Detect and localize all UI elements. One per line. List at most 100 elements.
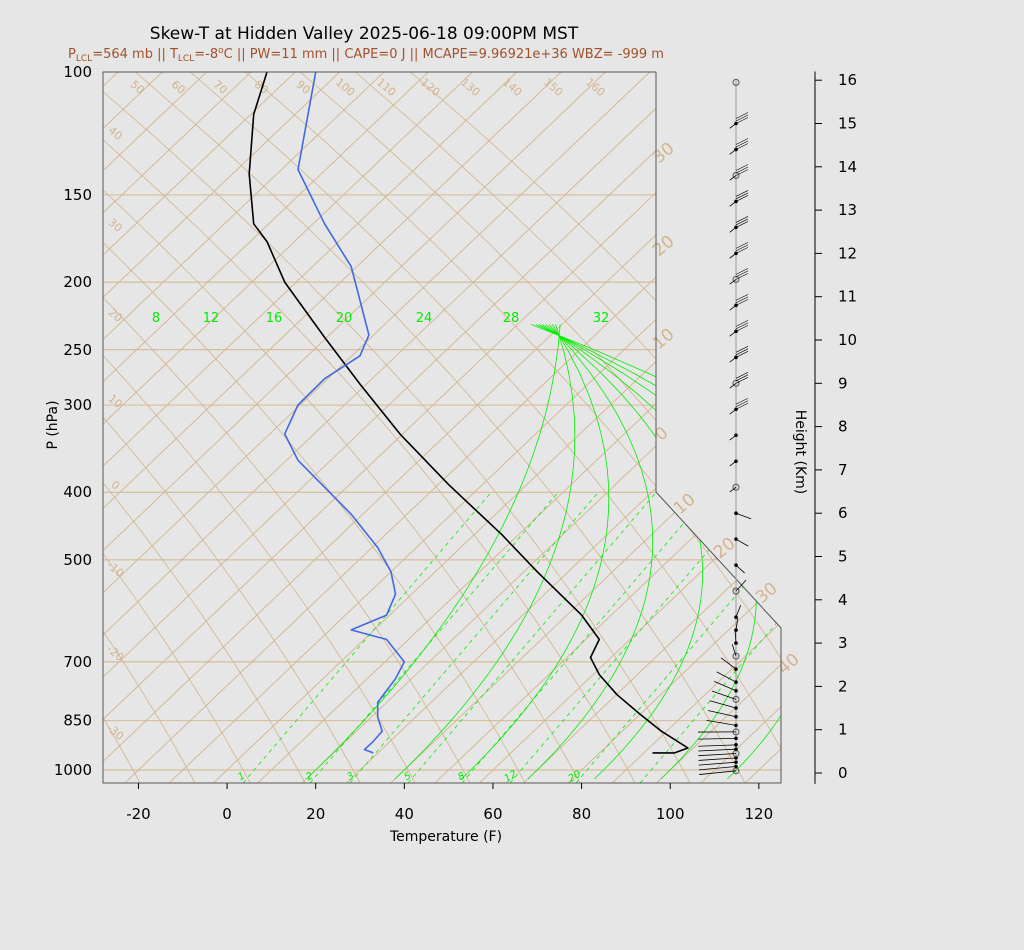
wind-barbs	[698, 78, 752, 775]
wind-barb	[729, 460, 737, 467]
isotherm-line	[103, 72, 418, 783]
wind-barb-flag	[735, 164, 749, 171]
mixing-ratio-label: 12	[203, 311, 220, 326]
barb-level-circle	[732, 171, 740, 179]
chart-title: Skew-T at Hidden Valley 2025-06-18 09:00…	[150, 24, 579, 44]
height-tick-label: 9	[838, 374, 848, 392]
isotherm-line	[103, 72, 507, 783]
height-tick-label: 7	[838, 461, 848, 479]
height-tick-label: 14	[838, 158, 857, 176]
isotherm-line	[477, 72, 781, 783]
wind-barb	[706, 719, 737, 726]
moist-adiabat-line	[527, 324, 654, 780]
moist-adiabat-line	[394, 324, 576, 780]
wind-barb	[698, 737, 737, 740]
mixing-ratio-label: 1	[236, 770, 247, 783]
barb-level-circle	[732, 483, 740, 491]
wind-barb-flag	[735, 294, 749, 301]
wind-barb	[729, 434, 737, 441]
wind-barb-flag	[735, 270, 749, 278]
barb-level-circle	[732, 78, 740, 86]
wind-barb	[716, 671, 737, 683]
wind-barb	[709, 700, 737, 709]
isotherm-line	[965, 40, 1024, 785]
wind-barb	[729, 123, 737, 129]
wind-barb-flag	[735, 192, 749, 200]
dry-adiabat-line	[103, 72, 472, 783]
mixing-ratio-label: 16	[266, 311, 283, 326]
dry-adiabat-line	[103, 72, 142, 783]
wind-barb-flag	[735, 221, 749, 228]
isotherm-line	[103, 72, 728, 783]
wind-barb-flag	[735, 247, 749, 254]
wind-barb-flag	[735, 166, 749, 174]
pressure-tick-label: 400	[63, 483, 92, 501]
height-tick-label: 15	[838, 115, 857, 133]
dewpoint-line	[283, 72, 406, 754]
wind-barb	[729, 331, 737, 337]
wind-barb-flag	[735, 138, 749, 145]
isotherm-line	[432, 72, 781, 783]
barb-level-circle	[732, 379, 740, 387]
isotherm-line	[103, 72, 551, 783]
height-tick-label: 13	[838, 201, 857, 219]
pressure-tick-label: 700	[63, 653, 92, 671]
x-tick-label: 80	[572, 805, 591, 823]
height-tick-label: 1	[838, 721, 848, 739]
isotherm-line	[103, 72, 773, 783]
wind-barb-flag	[735, 348, 749, 356]
isotherm-line	[211, 72, 781, 783]
dry-adiabat-line	[0, 72, 31, 785]
isotherm-line	[565, 72, 781, 783]
dry-adiabat-line	[103, 72, 307, 783]
pressure-tick-label: 300	[63, 396, 92, 414]
height-tick-label: 0	[838, 764, 848, 782]
dry-adiabat-line	[103, 72, 527, 783]
x-tick-label: 120	[745, 805, 774, 823]
moist-adiabat-line	[306, 324, 561, 780]
wind-barb-flag	[735, 377, 749, 384]
wind-barb-flag	[735, 374, 749, 382]
height-tick-label: 8	[838, 418, 848, 436]
wind-barb-flag	[735, 140, 749, 148]
pressure-tick-label: 1000	[54, 761, 92, 779]
height-tick-label: 4	[838, 591, 848, 609]
isotherm-line	[166, 72, 781, 783]
barb-level-circle	[732, 587, 740, 595]
wind-barb	[729, 253, 737, 259]
pressure-tick-label: 200	[63, 273, 92, 291]
isotherm-line	[103, 72, 596, 783]
height-tick-label: 10	[838, 331, 857, 349]
wind-barb-flag	[735, 325, 749, 332]
chart-subtitle: PLCL=564 mb || TLCL=-8oC || PW=11 mm || …	[68, 46, 664, 64]
wind-barb	[734, 631, 737, 644]
dry-adiabat-line	[300, 72, 781, 783]
dry-adiabat-line	[103, 72, 692, 783]
wind-barb-flag	[735, 320, 749, 327]
wind-barb	[729, 357, 737, 363]
wind-barb	[698, 748, 737, 752]
wind-barb	[698, 744, 737, 747]
isotherm-line	[832, 40, 1024, 785]
x-tick-label: 40	[395, 805, 414, 823]
isotherm-line	[876, 40, 1024, 785]
mixing-ratio-label: 8	[152, 311, 160, 326]
height-tick-label: 6	[838, 504, 848, 522]
dry-adiabat-line	[245, 72, 781, 783]
x-axis-title: Temperature (F)	[389, 829, 502, 845]
pressure-tick-label: 850	[63, 712, 92, 730]
wind-barb	[735, 579, 747, 592]
isotherm-line	[788, 40, 1024, 785]
y-axis-title: P (hPa)	[45, 400, 61, 449]
height-tick-label: 5	[838, 548, 848, 566]
isotherm-line	[1009, 40, 1024, 785]
isotherm-line	[610, 72, 781, 783]
isotherm-line	[521, 72, 781, 783]
wind-barb	[729, 408, 737, 415]
wind-barb-flag	[735, 398, 749, 405]
mixing-ratio-label: 2	[304, 770, 315, 783]
isotherm-line	[103, 72, 285, 783]
pressure-tick-label: 500	[63, 551, 92, 569]
wind-barb	[699, 770, 737, 775]
wind-barb	[714, 681, 737, 692]
